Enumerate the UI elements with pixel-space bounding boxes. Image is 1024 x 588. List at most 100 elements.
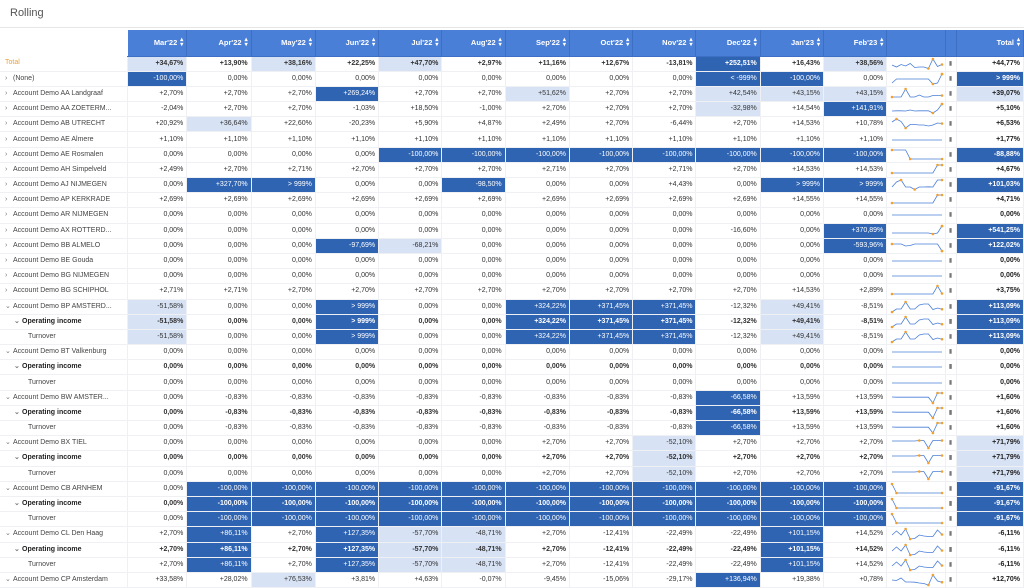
value-cell[interactable]: +2,70% — [569, 466, 634, 482]
value-cell[interactable]: 0,00% — [251, 344, 316, 361]
sort-icon[interactable]: ▴ ▾ — [1016, 36, 1020, 48]
table-row[interactable]: › Account Demo AX ROTTERD... 0,00% 0,00% 0,0… — [0, 223, 1024, 239]
value-cell[interactable]: > 999% — [315, 314, 380, 330]
bar-chart-icon[interactable]: ▮ — [945, 511, 957, 528]
value-cell[interactable]: -100,00% — [823, 496, 888, 513]
value-cell[interactable]: 0,00% — [127, 147, 188, 163]
value-cell[interactable]: +2,70% — [569, 450, 634, 467]
value-cell[interactable]: +14,55% — [823, 192, 888, 209]
table-row[interactable]: › Account Demo AE Almere +1,10% +1,10% +1,10… — [0, 131, 1024, 148]
value-cell[interactable]: 0,00% — [251, 147, 316, 163]
chevron-right-icon[interactable]: › — [5, 150, 8, 158]
column-header-0[interactable]: Mar'22 ▴ ▾ — [127, 30, 188, 57]
value-cell[interactable]: +2,69% — [251, 192, 316, 209]
table-row[interactable]: ⌄ Operating income +2,70% +86,11% +2,70% +127… — [0, 542, 1024, 558]
value-cell[interactable]: -0,83% — [251, 420, 316, 437]
value-cell[interactable]: -52,10% — [632, 450, 697, 467]
table-row[interactable]: Turnover -51,58% 0,00% 0,00% > 999% 0,00% 0,00… — [0, 329, 1024, 346]
value-cell[interactable]: +2,70% — [823, 450, 888, 467]
value-cell[interactable]: +86,11% — [186, 542, 252, 558]
chevron-right-icon[interactable]: › — [5, 287, 8, 295]
value-cell[interactable]: -100,00% — [251, 511, 316, 528]
value-cell[interactable]: 0,00% — [632, 253, 697, 270]
value-cell[interactable]: +2,71% — [632, 162, 697, 179]
value-cell[interactable]: -8,51% — [823, 314, 888, 330]
table-row[interactable]: › Account Demo BG SCHIPHOL +2,71% +2,71% +2,… — [0, 283, 1024, 300]
value-cell[interactable]: -16,60% — [695, 223, 761, 239]
value-cell[interactable]: +2,69% — [127, 192, 188, 209]
value-cell[interactable]: +2,70% — [505, 101, 570, 118]
value-cell[interactable]: +1,10% — [315, 131, 380, 148]
value-cell[interactable]: -0,83% — [186, 420, 252, 437]
value-cell[interactable]: +22,60% — [251, 116, 316, 133]
value-cell[interactable]: +2,70% — [695, 162, 761, 179]
table-row[interactable]: › Account Demo AE Rosmalen 0,00% 0,00% 0,00%… — [0, 147, 1024, 163]
bar-chart-icon[interactable]: ▮ — [945, 481, 957, 497]
value-cell[interactable]: 0,00% — [315, 253, 380, 270]
table-row[interactable]: ⌄ Account Demo CB ARNHEM 0,00% -100,00% -100… — [0, 481, 1024, 497]
value-cell[interactable]: +2,70% — [251, 526, 316, 543]
chevron-down-icon[interactable]: ⌄ — [5, 530, 11, 538]
bar-chart-icon[interactable]: ▮ — [945, 405, 957, 422]
value-cell[interactable]: +2,70% — [569, 116, 634, 133]
value-cell[interactable]: -0,83% — [569, 420, 634, 437]
chevron-right-icon[interactable]: › — [5, 181, 8, 189]
bar-chart-icon[interactable]: ▮ — [945, 466, 957, 482]
value-cell[interactable]: 0,00% — [251, 466, 316, 482]
bar-chart-icon[interactable]: ▮ — [945, 420, 957, 437]
value-cell[interactable]: +2,69% — [186, 192, 252, 209]
value-cell[interactable]: 0,00% — [127, 496, 188, 513]
value-cell[interactable]: +252,51% — [695, 56, 761, 72]
value-cell[interactable]: 0,00% — [695, 344, 761, 361]
value-cell[interactable]: +2,71% — [505, 162, 570, 179]
value-cell[interactable]: +2,70% — [632, 283, 697, 300]
value-cell[interactable]: 0,00% — [186, 299, 252, 315]
value-cell[interactable]: -12,32% — [695, 329, 761, 346]
value-cell[interactable]: +38,16% — [251, 56, 316, 72]
value-cell[interactable]: +371,45% — [569, 314, 634, 330]
total-cell[interactable]: +122,02% — [956, 238, 1024, 254]
value-cell[interactable]: +2,70% — [251, 542, 316, 558]
value-cell[interactable]: -100,00% — [823, 147, 888, 163]
value-cell[interactable]: -0,83% — [505, 390, 570, 406]
value-cell[interactable]: 0,00% — [823, 71, 888, 87]
value-cell[interactable]: +1,10% — [127, 131, 188, 148]
value-cell[interactable]: 0,00% — [569, 207, 634, 224]
value-cell[interactable]: 0,00% — [127, 268, 188, 285]
value-cell[interactable]: 0,00% — [127, 374, 188, 391]
value-cell[interactable]: > 999% — [823, 177, 888, 194]
value-cell[interactable]: +327,70% — [186, 177, 252, 194]
table-row[interactable]: › Account Demo AA Landgraaf +2,70% +2,70% +2… — [0, 86, 1024, 103]
value-cell[interactable]: 0,00% — [505, 268, 570, 285]
value-cell[interactable]: +2,70% — [695, 116, 761, 133]
value-cell[interactable]: +2,70% — [378, 283, 443, 300]
value-cell[interactable]: +2,71% — [127, 283, 188, 300]
bar-chart-icon[interactable]: ▮ — [945, 223, 957, 239]
value-cell[interactable]: 0,00% — [127, 466, 188, 482]
table-row[interactable]: › (None) -100,00% 0,00% 0,00% 0,00% 0,00% 0,00%… — [0, 71, 1024, 87]
value-cell[interactable]: -20,23% — [315, 116, 380, 133]
chevron-right-icon[interactable]: › — [5, 211, 8, 219]
value-cell[interactable]: -100,00% — [315, 481, 380, 497]
value-cell[interactable]: +2,70% — [760, 435, 825, 452]
value-cell[interactable]: -100,00% — [695, 511, 761, 528]
value-cell[interactable]: +2,70% — [569, 86, 634, 103]
bar-chart-icon[interactable]: ▮ — [945, 435, 957, 452]
value-cell[interactable]: 0,00% — [315, 359, 380, 376]
value-cell[interactable]: -100,00% — [505, 511, 570, 528]
total-cell[interactable]: +541,25% — [956, 223, 1024, 239]
value-cell[interactable]: +2,70% — [695, 283, 761, 300]
value-cell[interactable]: 0,00% — [760, 344, 825, 361]
value-cell[interactable]: 0,00% — [632, 359, 697, 376]
total-cell[interactable]: +4,71% — [956, 192, 1024, 209]
value-cell[interactable]: -100,00% — [251, 481, 316, 497]
value-cell[interactable]: 0,00% — [823, 359, 888, 376]
value-cell[interactable]: -100,00% — [569, 147, 634, 163]
sort-icon[interactable]: ▴ ▾ — [880, 36, 884, 48]
value-cell[interactable]: +13,59% — [823, 405, 888, 422]
value-cell[interactable]: +2,70% — [695, 466, 761, 482]
value-cell[interactable]: -1,03% — [315, 101, 380, 118]
value-cell[interactable]: +2,69% — [569, 192, 634, 209]
column-header-total[interactable]: Total ▴ ▾ — [956, 30, 1024, 57]
value-cell[interactable]: +2,70% — [251, 86, 316, 103]
